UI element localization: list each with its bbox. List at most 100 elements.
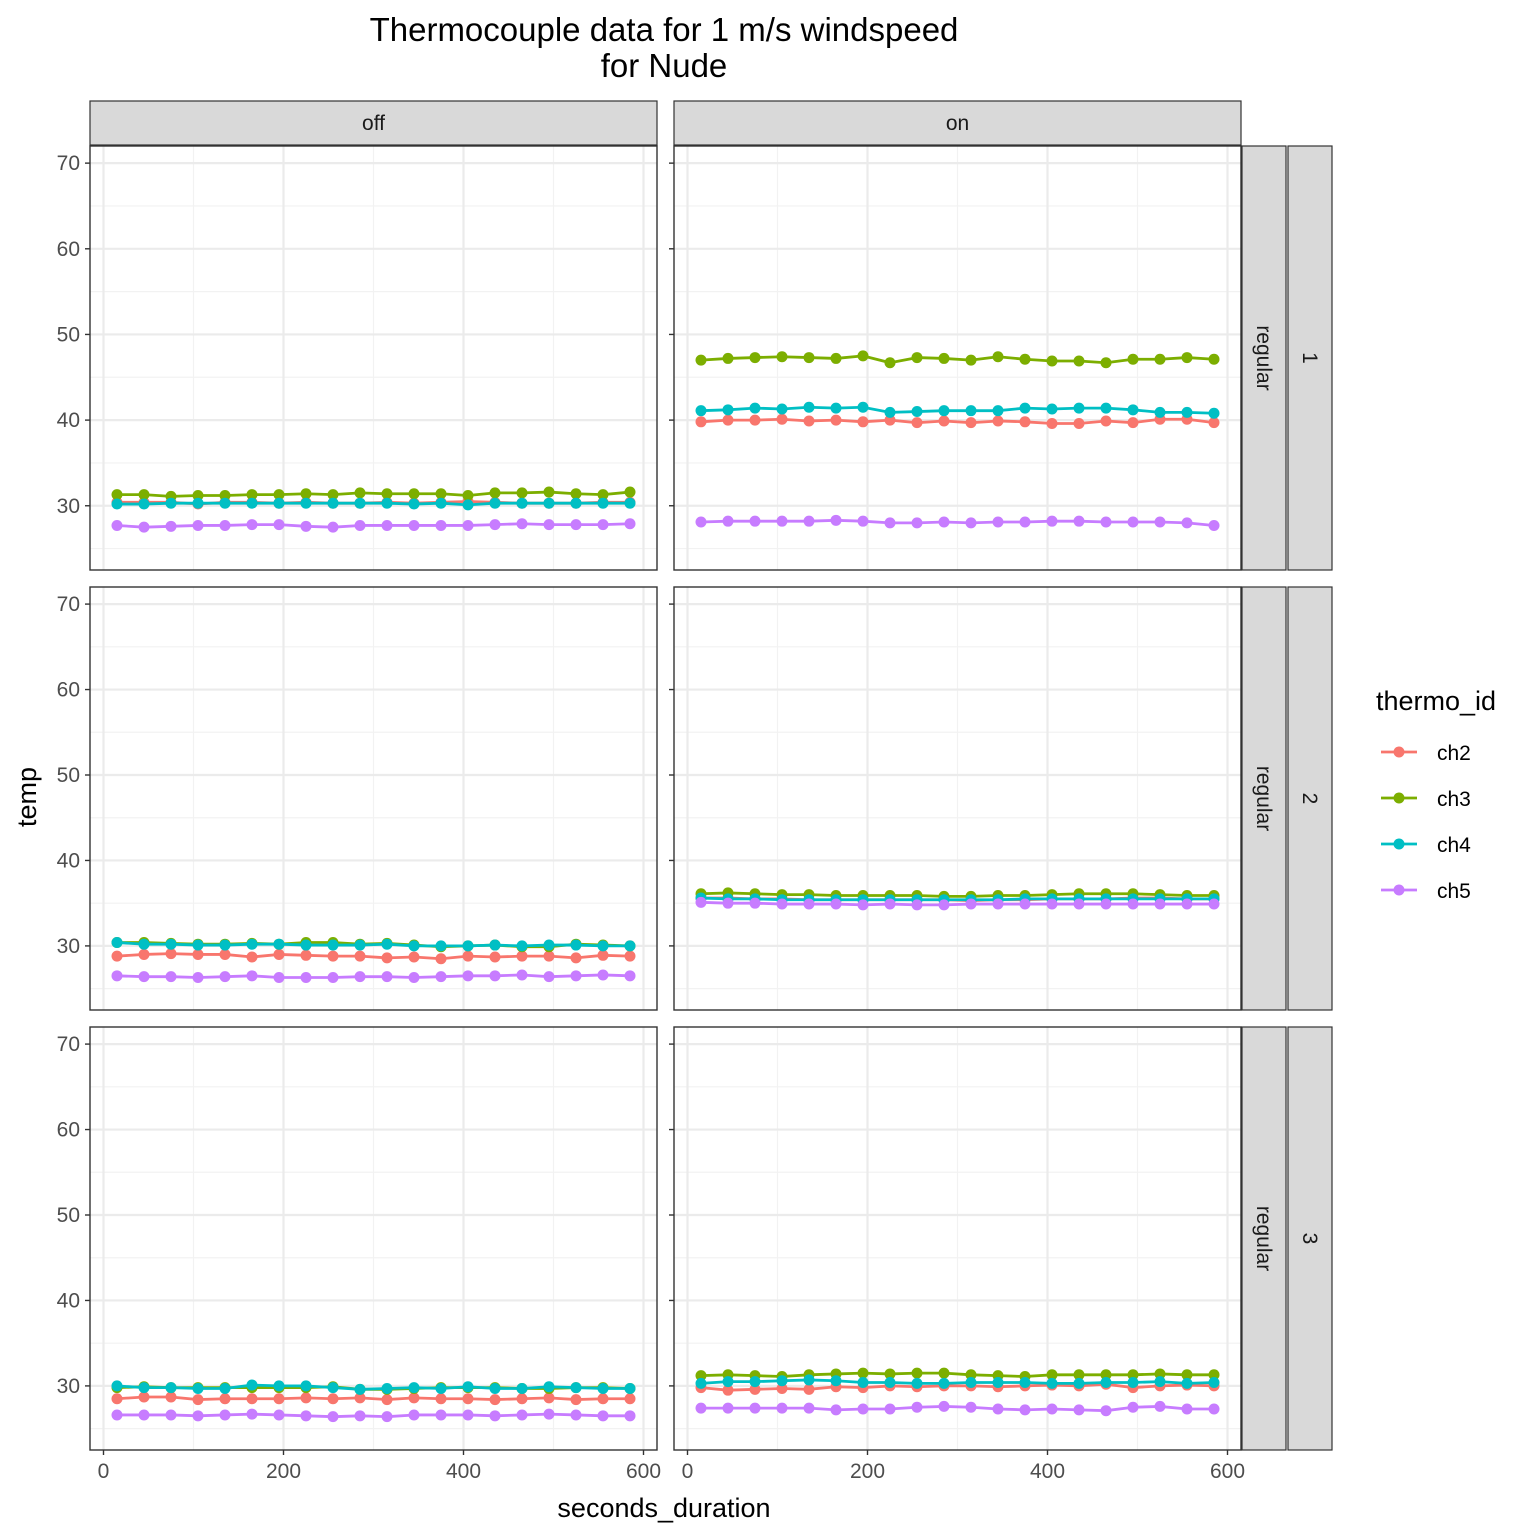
data-point-ch4 [354, 497, 366, 509]
data-point-ch4 [1073, 402, 1085, 414]
data-point-ch2 [749, 1383, 761, 1395]
data-point-ch5 [776, 898, 788, 910]
data-point-ch5 [381, 1411, 393, 1423]
data-point-ch5 [624, 970, 636, 982]
data-point-ch5 [192, 519, 204, 531]
data-point-ch2 [489, 951, 501, 963]
legend-title: thermo_id [1376, 686, 1496, 716]
data-point-ch4 [327, 497, 339, 509]
data-point-ch4 [1019, 1376, 1031, 1388]
data-point-ch5 [1127, 516, 1139, 528]
data-point-ch5 [749, 897, 761, 909]
data-point-ch2 [219, 948, 231, 960]
data-point-ch4 [938, 1377, 950, 1389]
data-point-ch4 [219, 497, 231, 509]
y-axis-title: temp [12, 767, 42, 827]
panel-border [673, 586, 1242, 1011]
data-point-ch5 [543, 1408, 555, 1420]
data-point-ch5 [722, 897, 734, 909]
data-point-ch5 [570, 970, 582, 982]
data-point-ch4 [749, 402, 761, 414]
y-tick-label: 70 [57, 593, 80, 616]
legend-key-point [1393, 884, 1405, 896]
data-point-ch4 [462, 1381, 474, 1393]
data-point-ch5 [111, 1409, 123, 1421]
data-point-ch4 [435, 940, 447, 952]
chart-title: Thermocouple data for 1 m/s windspeed [370, 11, 959, 48]
data-point-ch4 [543, 497, 555, 509]
strip-row-label: 3 [1298, 1233, 1321, 1245]
data-point-ch2 [138, 1391, 150, 1403]
panel [669, 586, 1242, 1011]
data-point-ch3 [776, 351, 788, 363]
strip-row-outer [1241, 586, 1287, 1011]
x-tick-label: 600 [1210, 1460, 1245, 1483]
data-point-ch3 [1154, 1368, 1166, 1380]
data-point-ch5 [516, 1409, 528, 1421]
data-point-ch5 [884, 898, 896, 910]
legend-label: ch3 [1437, 788, 1471, 811]
y-tick-label: 70 [57, 152, 80, 175]
y-tick-label: 30 [57, 935, 80, 958]
data-point-ch4 [776, 403, 788, 415]
legend-item-ch2: ch2 [1381, 742, 1471, 765]
data-point-ch2 [408, 1392, 420, 1404]
data-point-ch4 [570, 497, 582, 509]
data-point-ch4 [884, 406, 896, 418]
data-point-ch5 [138, 1409, 150, 1421]
data-point-ch3 [597, 489, 609, 501]
data-point-ch2 [489, 1394, 501, 1406]
data-point-ch2 [1046, 418, 1058, 430]
data-point-ch4 [597, 497, 609, 509]
data-point-ch4 [246, 938, 258, 950]
strip-row-inner [1287, 1026, 1333, 1451]
data-point-ch4 [165, 497, 177, 509]
data-point-ch5 [516, 518, 528, 530]
legend-item-ch4: ch4 [1381, 834, 1471, 857]
data-point-ch5 [695, 896, 707, 908]
data-point-ch2 [938, 415, 950, 427]
data-point-ch3 [722, 352, 734, 364]
data-point-ch2 [354, 1392, 366, 1404]
data-point-ch5 [1100, 898, 1112, 910]
data-point-ch4 [327, 1382, 339, 1394]
strip-row-label: 2 [1298, 793, 1321, 805]
data-point-ch5 [992, 516, 1004, 528]
data-point-ch3 [857, 350, 869, 362]
data-point-ch5 [435, 971, 447, 983]
data-point-ch4 [408, 1382, 420, 1394]
data-point-ch3 [273, 489, 285, 501]
data-point-ch2 [192, 1394, 204, 1406]
data-point-ch4 [1208, 1376, 1220, 1388]
data-point-ch5 [273, 972, 285, 984]
data-point-ch5 [543, 971, 555, 983]
data-point-ch5 [1073, 898, 1085, 910]
data-point-ch3 [111, 489, 123, 501]
data-point-ch3 [1154, 353, 1166, 365]
data-point-ch3 [884, 1368, 896, 1380]
data-point-ch4 [624, 940, 636, 952]
y-tick-label: 50 [57, 323, 80, 346]
data-point-ch3 [1181, 1369, 1193, 1381]
data-point-ch5 [1181, 1403, 1193, 1415]
panel: 30 40 50 60 70 0 200 400 600 [57, 1026, 661, 1483]
y-tick-label: 60 [57, 238, 80, 261]
data-point-ch4 [992, 1376, 1004, 1388]
data-point-ch3 [911, 1367, 923, 1379]
data-point-ch5 [1019, 1404, 1031, 1416]
data-point-ch2 [246, 951, 258, 963]
data-point-ch4 [300, 1380, 312, 1392]
strip-row-outer [1241, 145, 1287, 571]
data-point-ch5 [1208, 519, 1220, 531]
data-point-ch5 [830, 898, 842, 910]
data-point-ch4 [192, 497, 204, 509]
strip-row-inner [1287, 145, 1333, 571]
panel-border [89, 586, 658, 1011]
x-tick-label: 0 [682, 1460, 694, 1483]
data-point-ch5 [1208, 898, 1220, 910]
data-point-ch5 [1154, 1400, 1166, 1412]
strip-col-label: off [362, 112, 385, 135]
data-point-ch4 [749, 1376, 761, 1388]
data-point-ch4 [246, 1379, 258, 1391]
